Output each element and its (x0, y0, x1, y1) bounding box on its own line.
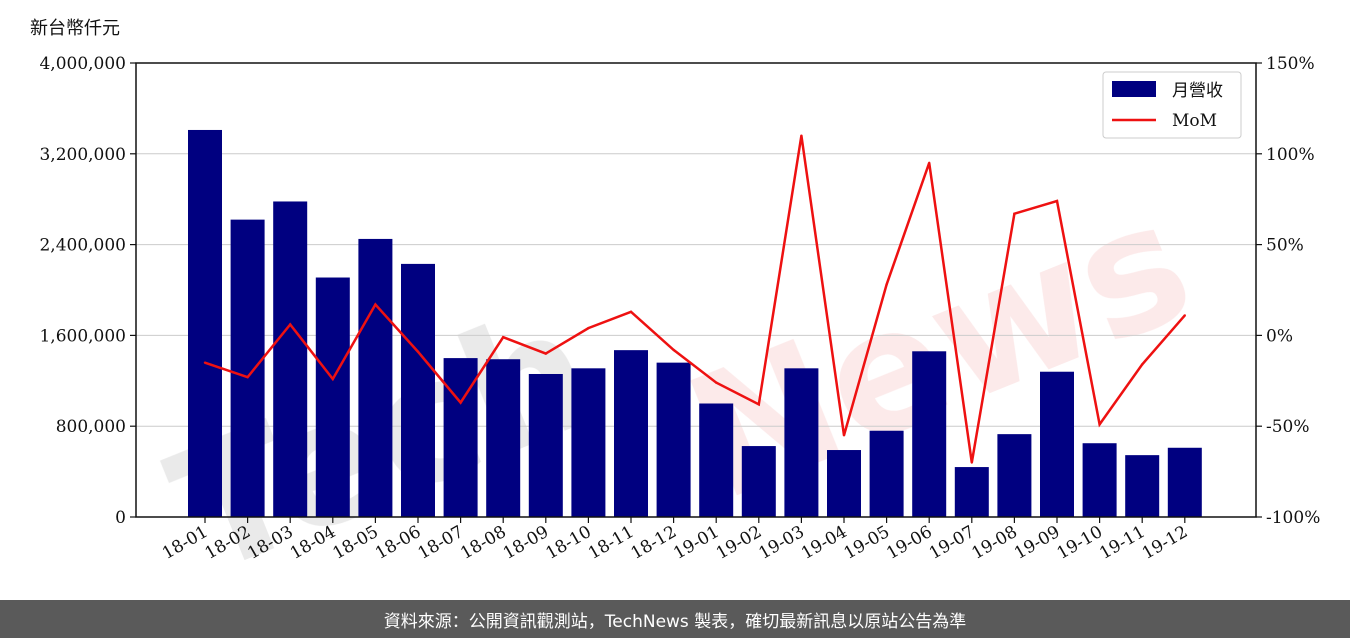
x-tick-label: 19-06 (883, 522, 935, 564)
bar-18-03 (273, 201, 308, 517)
x-tick-label: 19-09 (1011, 522, 1063, 564)
bar-19-11 (1125, 455, 1160, 517)
mom-point-18-01 (203, 361, 207, 364)
bar-18-07 (443, 358, 478, 517)
mom-point-19-07 (970, 461, 973, 464)
left-tick-label: 800,000 (56, 417, 126, 437)
bar-19-03 (784, 368, 819, 517)
x-tick-label: 19-05 (841, 522, 893, 564)
x-tick-label: 19-04 (798, 522, 850, 564)
bar-19-01 (699, 403, 734, 517)
left-tick-label: 0 (115, 508, 126, 528)
x-tick-label: 19-11 (1096, 522, 1148, 564)
legend-label-mom: MoM (1172, 111, 1217, 131)
x-tick-label: 19-08 (968, 522, 1020, 564)
right-y-axis: -100% -50% 0% 50% 100% 150% (1256, 54, 1320, 528)
bar-series (188, 129, 1202, 518)
bar-19-08 (997, 434, 1032, 517)
legend-bar-swatch (1112, 81, 1156, 97)
mom-point-18-11 (629, 310, 633, 313)
mom-point-18-12 (672, 348, 675, 352)
bar-18-11 (614, 350, 648, 517)
bar-18-01 (188, 129, 222, 517)
x-tick-label: 18-08 (457, 522, 509, 564)
x-tick-label: 19-01 (670, 522, 722, 564)
bar-19-12 (1167, 447, 1202, 517)
mom-point-18-06 (416, 350, 420, 353)
source-footer: 資料來源：公開資訊觀測站，TechNews 製表，確切最新訊息以原站公告為準 (0, 600, 1350, 638)
left-tick-label: 1,600,000 (39, 326, 126, 346)
bar-18-08 (486, 359, 521, 517)
left-tick-label: 3,200,000 (39, 145, 126, 165)
bar-19-05 (869, 430, 904, 517)
bar-19-09 (1040, 371, 1074, 517)
x-tick-label: 18-12 (628, 522, 680, 564)
left-tick-label: 4,000,000 (39, 54, 126, 74)
bar-19-06 (912, 351, 947, 517)
x-tick-label: 19-12 (1139, 522, 1191, 564)
right-tick-label: -50% (1266, 417, 1310, 437)
source-footer-text: 資料來源：公開資訊觀測站，TechNews 製表，確切最新訊息以原站公告為準 (383, 611, 967, 632)
legend-label-revenue: 月營收 (1172, 81, 1223, 101)
mom-point-18-05 (374, 303, 377, 306)
x-tick-label: 18-09 (500, 522, 552, 564)
right-tick-label: 100% (1266, 145, 1315, 165)
bar-18-09 (528, 373, 563, 517)
mom-point-19-03 (800, 134, 803, 137)
mom-point-18-10 (587, 326, 590, 330)
mom-point-18-04 (331, 377, 334, 381)
line-series (203, 134, 1187, 464)
left-tick-label: 2,400,000 (39, 236, 126, 256)
mom-point-18-08 (502, 336, 505, 339)
mom-point-19-09 (1055, 199, 1059, 203)
revenue-chart: TechNews 0800,0001,600,0002,400,0003,200… (39, 54, 1320, 600)
mom-point-19-11 (1141, 363, 1144, 366)
mom-point-18-02 (246, 375, 249, 379)
x-tick-label: 19-10 (1054, 522, 1106, 564)
bar-18-05 (358, 238, 393, 518)
legend: 月營收 MoM (1102, 71, 1242, 139)
mom-point-18-07 (459, 401, 462, 404)
mom-point-19-04 (842, 434, 846, 437)
bar-18-02 (230, 219, 265, 517)
x-tick-label: 19-07 (926, 522, 978, 564)
bar-18-04 (315, 277, 350, 517)
right-tick-label: 0% (1266, 326, 1293, 346)
left-y-axis: 0 800,000 1,600,000 2,400,000 3,200,000 4,000… (39, 54, 136, 528)
right-tick-label: -100% (1266, 508, 1320, 528)
right-tick-label: 150% (1266, 54, 1315, 74)
y-axis-unit-label: 新台幣仟元 (30, 18, 120, 39)
x-tick-label: 18-10 (542, 522, 594, 564)
bar-19-10 (1082, 443, 1117, 517)
plot-frame (135, 62, 1257, 518)
mom-point-19-01 (715, 381, 718, 384)
bar-19-04 (827, 450, 861, 517)
bar-19-02 (741, 446, 776, 517)
bar-18-12 (656, 362, 691, 517)
mom-point-19-08 (1013, 212, 1016, 215)
mom-point-19-06 (928, 161, 931, 165)
bar-18-10 (571, 368, 606, 517)
mom-point-19-05 (885, 283, 888, 286)
right-tick-label: 50% (1266, 236, 1304, 256)
mom-point-18-03 (289, 323, 292, 326)
mom-point-19-02 (757, 403, 760, 406)
bar-19-07 (954, 467, 989, 517)
mom-point-19-10 (1098, 423, 1101, 426)
mom-point-19-12 (1183, 314, 1187, 317)
x-tick-label: 18-11 (585, 522, 637, 564)
mom-point-18-09 (544, 352, 547, 355)
bar-18-06 (401, 263, 435, 517)
mom-line (204, 135, 1186, 463)
